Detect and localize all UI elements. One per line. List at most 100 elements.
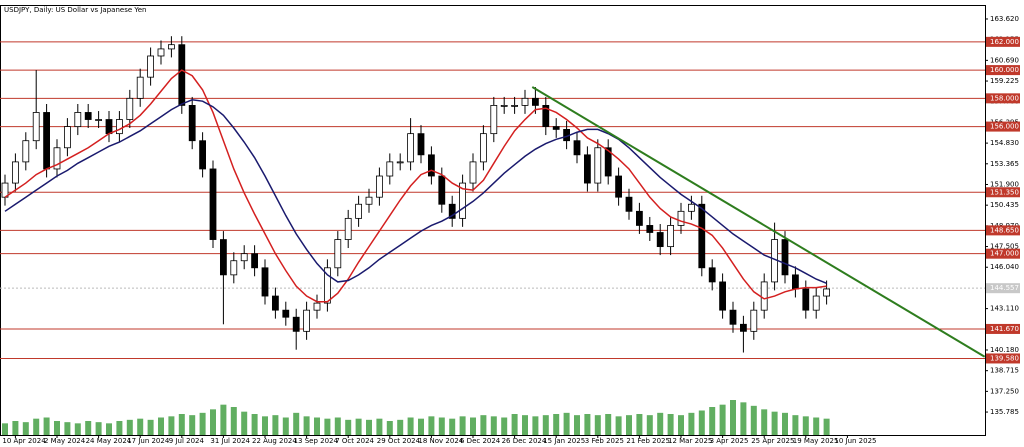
candle-body xyxy=(344,217,352,240)
candle-body xyxy=(375,175,383,198)
candle-body xyxy=(84,112,92,120)
x-tick-label: 12 Mar 2025 xyxy=(668,437,712,445)
volume-bar xyxy=(750,405,757,435)
candle-body xyxy=(552,126,560,130)
x-tick-label: 3 Feb 2025 xyxy=(585,437,624,445)
volume-bar xyxy=(366,419,372,435)
volume-bar xyxy=(418,418,424,435)
candle-body xyxy=(230,260,238,276)
volume-bar xyxy=(345,419,352,435)
volume-bar xyxy=(584,414,591,435)
level-label: 162.000 xyxy=(990,38,1019,46)
volume-bar xyxy=(147,419,154,435)
volume-bar xyxy=(605,414,612,435)
x-tick-label: 6 Dec 2024 xyxy=(460,437,501,445)
volume-bar xyxy=(54,421,60,435)
candle-body xyxy=(147,55,155,78)
level-label: 148.650 xyxy=(990,226,1019,234)
candle-body xyxy=(521,97,529,106)
candle-body xyxy=(594,147,602,184)
level-label: 158.000 xyxy=(990,94,1019,102)
candle-body xyxy=(43,112,50,170)
candle-body xyxy=(365,196,373,205)
level-label: 141.670 xyxy=(990,325,1019,333)
level-label: 139.580 xyxy=(990,354,1019,362)
candle-body xyxy=(740,323,747,332)
candle-body xyxy=(178,44,186,106)
candle-body xyxy=(271,295,279,311)
volume-bar xyxy=(553,414,560,435)
candle-body xyxy=(167,44,175,50)
x-tick-label: 10 Jun 2025 xyxy=(834,437,876,445)
candle-body xyxy=(500,105,508,107)
last-price-label: 144.557 xyxy=(990,284,1019,292)
candle-body xyxy=(11,161,19,184)
candle-body xyxy=(261,267,269,297)
y-tick-label: 138.715 xyxy=(990,367,1019,375)
volume-bar xyxy=(615,416,622,435)
volume-bar xyxy=(407,417,414,435)
volume-bar xyxy=(594,415,601,435)
volume-bar xyxy=(823,418,830,435)
x-tick-label: 2 May 2024 xyxy=(44,437,86,445)
x-tick-label: 25 Apr 2025 xyxy=(751,437,794,445)
candle-body xyxy=(438,175,446,205)
x-tick-label: 9 Jul 2024 xyxy=(169,437,205,445)
candle-body xyxy=(667,225,674,248)
candle-body xyxy=(64,126,71,149)
candle-body xyxy=(479,133,487,163)
volume-bar xyxy=(709,407,716,435)
x-tick-label: 22 Aug 2024 xyxy=(252,437,297,445)
candle-body xyxy=(53,147,61,170)
candle-body xyxy=(74,112,82,127)
volume-bar xyxy=(230,407,237,435)
last-price-bg xyxy=(986,283,1020,294)
candle-body xyxy=(417,133,425,156)
volume-bar xyxy=(771,411,778,435)
candle-body xyxy=(116,119,123,135)
y-tick-label: 159.225 xyxy=(990,77,1019,85)
candle-body xyxy=(323,267,331,304)
x-tick-label: 10 Apr 2024 xyxy=(2,437,46,445)
y-tick-label: 160.690 xyxy=(990,56,1019,64)
level-label-bg xyxy=(986,65,1020,76)
volume-bar xyxy=(199,412,206,435)
volume-bar xyxy=(480,415,487,435)
candle-body xyxy=(386,161,394,177)
candle-body xyxy=(448,203,456,219)
volume-bar xyxy=(334,417,341,435)
candle-body xyxy=(750,309,758,332)
y-tick-label: 150.435 xyxy=(990,201,1019,209)
candle-body xyxy=(677,210,685,226)
volume-bar xyxy=(563,412,570,435)
y-tick-label: 137.250 xyxy=(990,387,1019,395)
volume-bar xyxy=(272,415,279,435)
y-tick-label: 146.040 xyxy=(990,263,1019,271)
volume-bar xyxy=(74,423,81,435)
volume-bar xyxy=(116,421,123,435)
candle-body xyxy=(823,288,830,297)
volume-bar xyxy=(12,421,19,435)
candle-body xyxy=(542,105,550,127)
volume-bar xyxy=(730,400,736,435)
candle-body xyxy=(584,154,591,184)
volume-bar xyxy=(449,418,456,435)
plot-frame xyxy=(0,5,986,436)
x-tick-label: 31 Jul 2024 xyxy=(210,437,250,445)
volume-bar xyxy=(386,421,393,435)
x-tick-label: 21 Feb 2025 xyxy=(626,437,670,445)
x-tick-label: 29 Oct 2024 xyxy=(377,437,421,445)
level-label-bg xyxy=(986,36,1020,47)
candle-body xyxy=(625,196,633,212)
candle-body xyxy=(698,203,706,269)
candle-body xyxy=(636,210,643,226)
level-label: 147.000 xyxy=(990,250,1019,258)
volume-bar xyxy=(813,417,820,435)
candle-body xyxy=(219,239,227,276)
candle-body xyxy=(490,105,498,135)
candle-body xyxy=(240,253,248,262)
candle-body xyxy=(688,203,695,212)
volume-bar xyxy=(522,415,528,435)
candle-body xyxy=(95,119,102,121)
volume-bar xyxy=(210,409,216,435)
